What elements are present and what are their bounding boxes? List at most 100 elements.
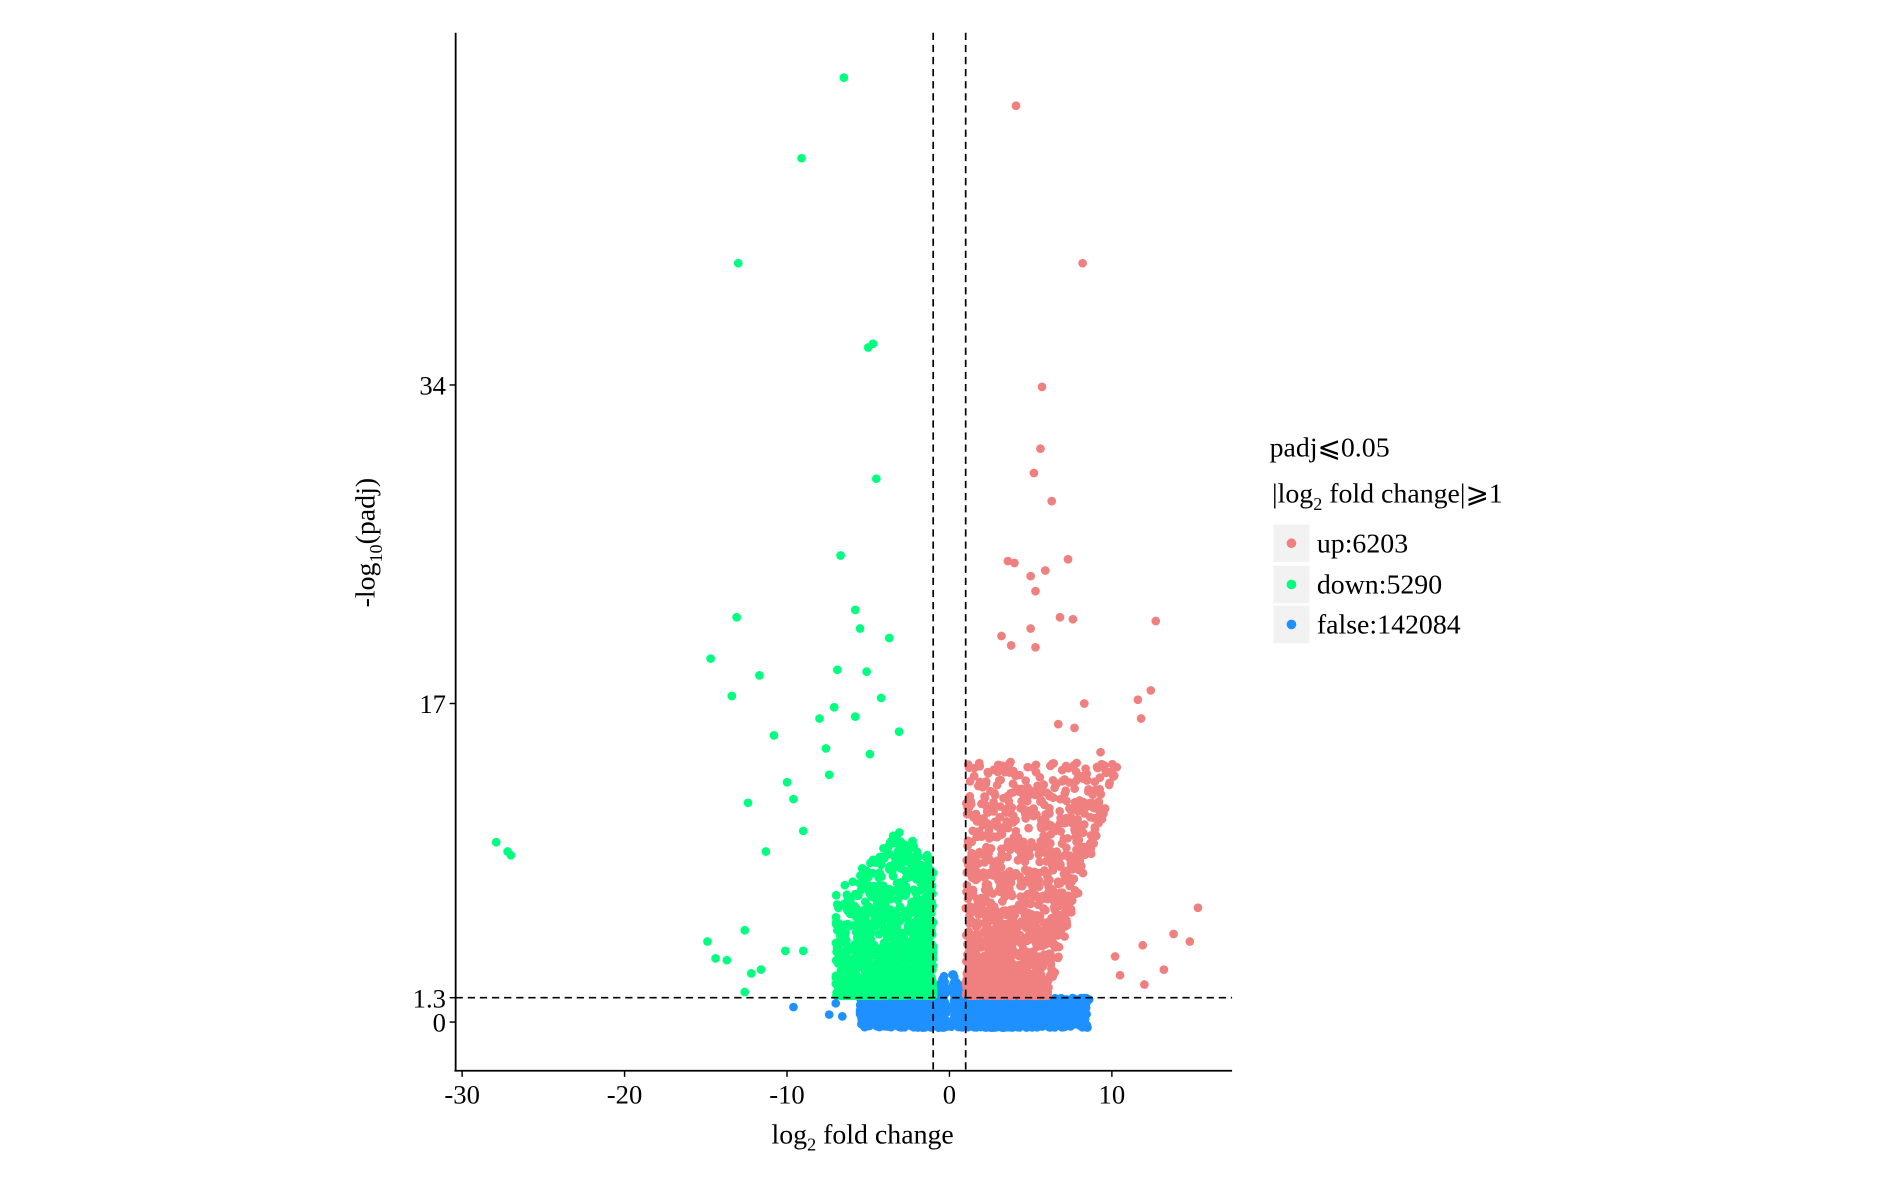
up-point — [1056, 862, 1065, 872]
up-point — [1003, 823, 1013, 833]
down-point — [868, 909, 877, 918]
up-point — [1140, 980, 1149, 989]
up-point — [1039, 800, 1049, 810]
up-point — [983, 960, 993, 970]
up-point — [1036, 444, 1045, 454]
legend-dot-icon — [1286, 538, 1297, 549]
up-point — [992, 907, 1001, 917]
false-point — [908, 1008, 917, 1018]
up-point — [1050, 783, 1059, 793]
up-point — [1001, 808, 1010, 817]
down-point — [850, 605, 860, 615]
down-point — [911, 888, 921, 898]
down-point — [915, 973, 925, 983]
up-point — [983, 767, 993, 777]
up-point — [1040, 866, 1049, 875]
up-point — [1033, 781, 1042, 791]
up-point — [995, 802, 1005, 811]
down-point — [867, 972, 877, 982]
down-point — [832, 665, 842, 675]
down-point — [873, 967, 883, 977]
false-point — [1080, 1013, 1090, 1023]
up-point — [1193, 903, 1203, 913]
up-point — [1027, 868, 1036, 878]
down-point — [834, 984, 843, 994]
up-point — [979, 951, 989, 961]
up-point — [1031, 938, 1041, 948]
down-point — [722, 955, 732, 965]
up-point — [1051, 823, 1061, 833]
up-point — [979, 871, 989, 881]
down-point — [840, 880, 850, 890]
false-point — [939, 997, 949, 1006]
down-point — [895, 847, 905, 856]
up-point — [1057, 839, 1067, 849]
up-point — [1053, 719, 1063, 729]
up-point — [1015, 989, 1024, 998]
up-point — [998, 897, 1007, 906]
up-point — [1017, 796, 1027, 806]
up-point — [1054, 914, 1063, 923]
false-point — [1070, 1020, 1079, 1029]
false-point — [1024, 1016, 1034, 1026]
up-point — [1031, 642, 1040, 652]
up-point — [1011, 868, 1021, 878]
down-point — [761, 847, 771, 856]
down-point — [839, 73, 849, 83]
up-point — [1066, 817, 1076, 827]
false-point — [856, 1006, 866, 1016]
false-point — [992, 1001, 1002, 1010]
down-point — [711, 954, 720, 963]
down-point — [924, 891, 934, 900]
up-point — [1169, 929, 1178, 939]
up-point — [971, 922, 981, 932]
legend-label: up:6203 — [1317, 528, 1408, 559]
down-point — [901, 908, 910, 918]
false-point — [831, 998, 841, 1008]
down-point — [914, 983, 923, 993]
y-tick-label: 0 — [433, 1008, 446, 1038]
down-point — [879, 844, 888, 853]
up-point — [989, 989, 999, 998]
up-point — [965, 791, 975, 801]
y-tick-label: 1.3 — [413, 983, 446, 1013]
down-point — [887, 867, 897, 876]
down-point — [898, 888, 908, 898]
legend-entry-down: down:5290 — [1273, 565, 1442, 604]
false-point — [954, 1022, 963, 1032]
down-point — [841, 938, 851, 948]
up-point — [1026, 571, 1035, 581]
down-point — [866, 858, 875, 868]
up-point — [1003, 556, 1013, 566]
down-point — [889, 935, 899, 945]
down-point — [860, 922, 870, 932]
down-point — [889, 838, 899, 848]
false-point — [969, 1012, 978, 1022]
up-point — [990, 832, 999, 841]
up-point — [1048, 865, 1058, 875]
false-point — [920, 1023, 930, 1032]
down-point — [894, 941, 903, 951]
false-point — [941, 988, 951, 998]
up-point — [998, 937, 1008, 947]
up-point — [1041, 815, 1050, 825]
up-point — [1074, 835, 1084, 845]
false-point — [986, 1018, 996, 1028]
up-point — [1066, 873, 1075, 883]
down-point — [891, 886, 901, 896]
down-point — [885, 971, 894, 980]
false-point — [977, 1004, 987, 1013]
down-point — [876, 949, 886, 959]
up-point — [990, 938, 1000, 947]
up-point — [1037, 973, 1047, 983]
false-point — [887, 1017, 897, 1027]
false-point — [866, 1007, 876, 1016]
down-point — [910, 933, 920, 943]
up-point — [996, 775, 1005, 785]
false-point — [888, 1009, 898, 1019]
false-point — [1050, 1023, 1060, 1032]
up-point — [964, 762, 974, 772]
up-point — [1004, 928, 1014, 938]
down-point — [855, 624, 865, 633]
up-point — [966, 942, 976, 951]
